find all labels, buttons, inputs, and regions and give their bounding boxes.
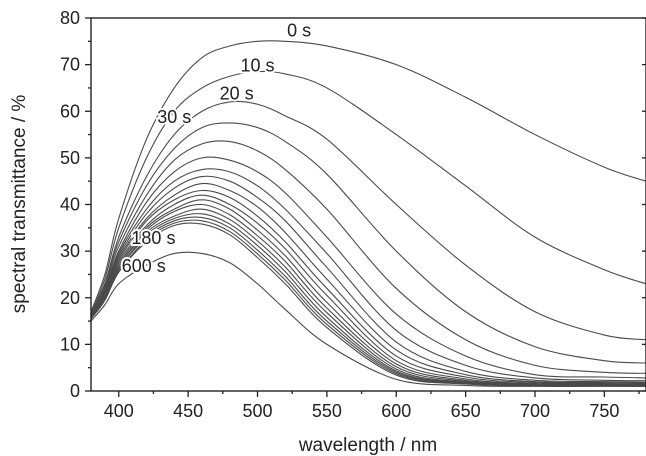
x-tick-label: 400	[104, 401, 134, 421]
series-line-7	[90, 175, 646, 383]
y-tick-label: 40	[60, 195, 80, 215]
y-tick-label: 20	[60, 288, 80, 308]
x-tick-label: 750	[589, 401, 619, 421]
y-axis: 0 10 20 30 40 50 60 70 80	[60, 8, 646, 401]
y-tick-label: 60	[60, 101, 80, 121]
x-tick-label: 600	[381, 401, 411, 421]
y-tick-label: 10	[60, 334, 80, 354]
series-line-3	[90, 122, 646, 364]
series-line-0	[90, 40, 646, 312]
series-line-10	[90, 194, 646, 386]
series-line-6	[90, 168, 646, 382]
series-layer	[90, 40, 646, 387]
y-tick-label: 80	[60, 8, 80, 28]
x-axis-title: wavelength / nm	[298, 435, 437, 456]
x-axis: 400 450 500 550 600 650 700 750	[104, 391, 640, 421]
x-tick-label: 650	[451, 401, 481, 421]
x-tick-label: 450	[173, 401, 203, 421]
curve-label: 20 s	[220, 84, 254, 104]
x-tick-label: 700	[520, 401, 550, 421]
series-line-8	[90, 182, 646, 384]
curve-label: 600 s	[122, 256, 166, 276]
y-axis-title: spectral transmittance / %	[9, 95, 30, 314]
series-line-17	[90, 222, 646, 387]
series-line-9	[90, 189, 646, 385]
curve-label: 10 s	[240, 56, 274, 76]
series-line-5	[90, 156, 646, 379]
series-line-1	[90, 70, 646, 315]
series-line-18	[90, 251, 646, 387]
x-tick-label: 550	[312, 401, 342, 421]
curve-label: 30 s	[157, 107, 191, 127]
y-tick-label: 70	[60, 55, 80, 75]
curve-label: 0 s	[287, 21, 311, 41]
curve-labels: 0 s 10 s 20 s 30 s 180 s 600 s	[120, 19, 313, 278]
series-line-4	[90, 140, 646, 374]
y-tick-label: 50	[60, 148, 80, 168]
x-tick-label: 500	[242, 401, 272, 421]
series-line-2	[90, 100, 646, 341]
curve-label: 180 s	[131, 228, 175, 248]
y-tick-label: 0	[70, 381, 80, 401]
y-tick-label: 30	[60, 241, 80, 261]
